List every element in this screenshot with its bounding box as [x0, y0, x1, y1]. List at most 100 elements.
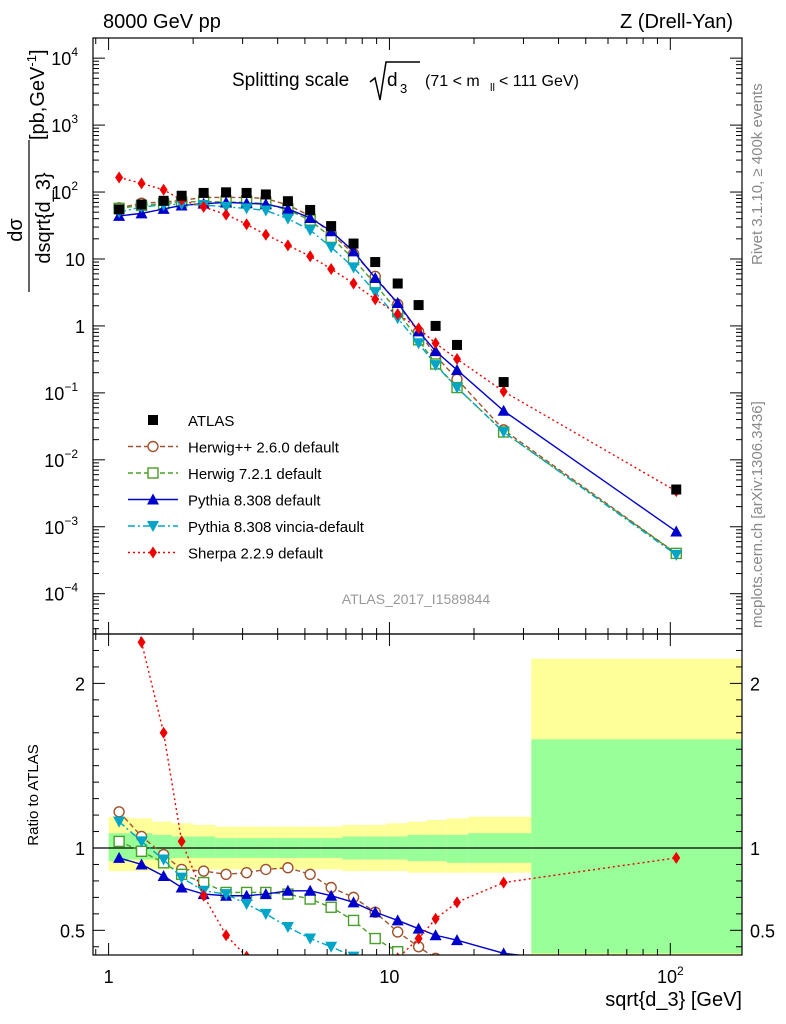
data-point-pythia-8-308-vincia-default [220, 201, 233, 213]
data-point-atlas [498, 377, 509, 388]
legend-label-pythia-8-308-vincia-default: Pythia 8.308 vincia-default [188, 519, 365, 536]
analysis-watermark: ATLAS_2017_I1589844 [342, 591, 491, 607]
ratio-tick-label-right: 1 [750, 839, 760, 859]
data-point-pythia-8-308-vincia-default [412, 338, 425, 350]
legend-label-herwig-7-2-1-default: Herwig 7.2.1 default [188, 466, 322, 483]
legend-marker-herwig-2-6-0-default [147, 440, 159, 453]
ratio-point-pythia-8-308-default [240, 889, 253, 901]
data-point-atlas [430, 320, 441, 331]
ratio-point-pythia-8-308-vincia-default [430, 973, 442, 984]
rivet-label: Rivet 3.1.10, ≥ 400k events [749, 83, 766, 265]
data-point-atlas [370, 257, 381, 268]
ratio-plot-frame [92, 633, 743, 956]
ratio-point-herwig-7-2-1-default [369, 932, 381, 945]
ratio-point-pythia-8-308-default [175, 881, 188, 893]
ratio-point-pythia-8-308-default [429, 929, 442, 941]
ratio-y-label: Ratio to ATLAS [25, 744, 42, 845]
data-point-atlas [136, 199, 147, 210]
legend-marker-sherpa-2-2-9-default [149, 546, 157, 559]
y-tick-label: 10−4 [44, 581, 78, 605]
title-cut-sub: ll [490, 82, 495, 94]
data-point-sherpa-2-2-9-default [349, 277, 358, 290]
data-point-atlas [114, 204, 125, 215]
ratio-point-sherpa-2-2-9-default [115, 513, 123, 525]
y-tick-label: 10−3 [44, 514, 78, 538]
legend-marker-herwig-7-2-1-default [147, 467, 159, 479]
data-point-atlas [282, 196, 293, 207]
ratio-tick-label: 1 [75, 839, 85, 859]
y-label-numerator: dσ [5, 218, 27, 242]
ratio-point-sherpa-2-2-9-default [262, 965, 270, 977]
ratio-tick-label: 0.5 [60, 921, 85, 941]
data-point-atlas [221, 187, 232, 198]
y-tick-label: 10−1 [44, 380, 78, 404]
ratio-plot-series [113, 513, 681, 991]
ratio-point-pythia-8-308-vincia-default [498, 980, 510, 991]
legend-label-herwig-2-6-0-default: Herwig++ 2.6.0 default [188, 440, 340, 457]
data-point-pythia-8-308-default [369, 271, 382, 283]
y-axis-label: dσ dsqrt{d_3} [pb,GeV-1] [5, 49, 55, 292]
ratio-point-pythia-8-308-default [451, 934, 464, 946]
data-point-sherpa-2-2-9-default [371, 293, 380, 306]
ratio-point-sherpa-2-2-9-default [499, 876, 508, 889]
ratio-point-herwig-2-6-0-default [113, 806, 125, 818]
data-point-pythia-8-308-default [670, 525, 683, 537]
data-point-pythia-8-308-vincia-default [451, 382, 464, 394]
data-point-atlas [348, 238, 359, 249]
data-point-sherpa-2-2-9-default [137, 177, 146, 190]
data-point-pythia-8-308-default [304, 211, 317, 223]
ratio-point-sherpa-2-2-9-default [327, 969, 335, 981]
y-label-unit-text: [pb,GeV [27, 66, 49, 140]
data-point-sherpa-2-2-9-default [261, 228, 270, 241]
y-tick-label: 104 [51, 45, 78, 69]
data-point-sherpa-2-2-9-default [222, 208, 231, 221]
ratio-point-pythia-8-308-default [157, 869, 170, 881]
data-point-pythia-8-308-vincia-default [304, 225, 317, 237]
ratio-point-herwig-7-2-1-default [135, 845, 148, 857]
data-point-sherpa-2-2-9-default [393, 308, 402, 321]
ratio-point-herwig-7-2-1-default [452, 970, 462, 980]
data-point-atlas [176, 190, 187, 201]
data-point-sherpa-2-2-9-default [431, 337, 440, 350]
ratio-point-pythia-8-308-vincia-default [135, 836, 148, 848]
y-tick-label: 10−2 [44, 447, 78, 471]
legend: ATLAS Herwig++ 2.6.0 default Herwig 7.2.1 … [128, 413, 365, 563]
data-point-sherpa-2-2-9-default [453, 353, 462, 366]
ratio-point-pythia-8-308-default [499, 947, 508, 955]
y-label-unit: [pb,GeV-1] [24, 49, 49, 140]
ratio-point-sherpa-2-2-9-default [222, 929, 231, 942]
data-point-pythia-8-308-default [451, 363, 464, 375]
ratio-point-sherpa-2-2-9-default [395, 952, 400, 955]
data-point-pythia-8-308-default [391, 297, 404, 309]
ratio-point-herwig-2-6-0-default [452, 958, 462, 968]
ratio-point-pythia-8-308-vincia-default [175, 872, 188, 884]
y-label-unit-close: ] [27, 49, 49, 55]
data-point-sherpa-2-2-9-default [242, 218, 251, 231]
data-point-pythia-8-308-vincia-default [497, 427, 510, 439]
ratio-point-sherpa-2-2-9-default [350, 965, 358, 977]
plot-title: Splitting scale d 3 (71 < m ll < 111 GeV… [232, 61, 579, 101]
x-axis-label: sqrt{d_3} [GeV] [605, 989, 742, 1011]
data-point-atlas [671, 484, 682, 495]
data-point-atlas [158, 195, 169, 206]
data-point-pythia-8-308-vincia-default [240, 203, 253, 215]
ratio-point-sherpa-2-2-9-default [243, 950, 250, 955]
x-tick-label: 1 [104, 967, 114, 987]
ratio-point-herwig-2-6-0-default [240, 866, 253, 879]
ratio-uncertainty-bands [93, 658, 742, 955]
ratio-point-pythia-8-308-vincia-default [220, 889, 233, 901]
ratio-band-inner [193, 836, 216, 858]
ratio-point-sherpa-2-2-9-default [177, 835, 186, 848]
data-point-pythia-8-308-vincia-default [347, 262, 360, 274]
data-point-sherpa-2-2-9-default [306, 250, 315, 263]
ratio-point-pythia-8-308-vincia-default [157, 854, 170, 866]
ratio-point-herwig-2-6-0-default [392, 926, 404, 938]
header-left: 8000 GeV pp [103, 11, 221, 33]
ratio-tick-label: 2 [75, 674, 85, 694]
y-tick-label: 10 [65, 250, 85, 270]
ratio-point-herwig-2-6-0-default [304, 868, 316, 881]
data-point-atlas [326, 221, 337, 232]
ratio-point-pythia-8-308-default [369, 906, 382, 918]
ratio-point-pythia-8-308-vincia-default [451, 975, 463, 986]
ratio-point-sherpa-2-2-9-default [453, 896, 462, 909]
